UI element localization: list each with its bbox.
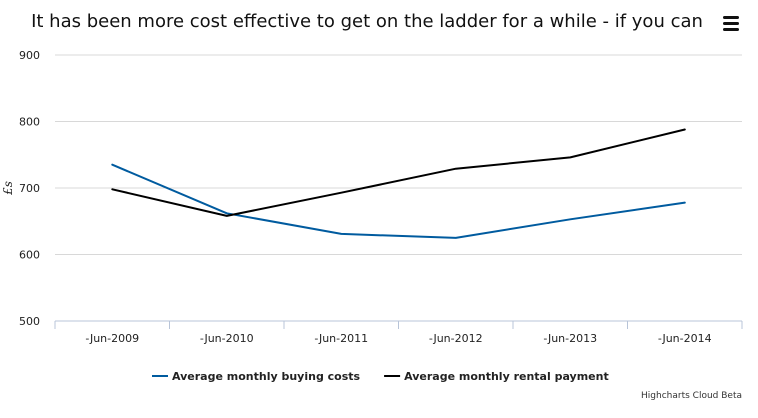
data-point[interactable] [452,234,460,242]
grid-lines [55,54,742,322]
data-point[interactable] [337,230,345,238]
data-point[interactable] [566,215,574,223]
data-point[interactable] [337,189,345,197]
y-tick-label: 500 [19,315,40,328]
y-axis-label: £s [1,181,15,196]
x-tick-label: -Jun-2009 [85,332,139,345]
data-point[interactable] [223,212,231,220]
data-point[interactable] [108,161,116,169]
context-menu-button[interactable] [716,10,746,36]
data-point[interactable] [566,153,574,161]
y-axis-ticks: 900 800 700 600 500 [19,49,40,328]
credits-link[interactable]: Highcharts Cloud Beta [641,391,742,401]
chart-title: It has been more cost effective to get o… [31,11,703,32]
data-point[interactable] [681,199,689,207]
x-tick-label: -Jun-2013 [543,332,597,345]
y-tick-label: 800 [19,116,40,129]
x-axis: -Jun-2009 -Jun-2010 -Jun-2011 -Jun-2012 -Jun… [54,320,743,345]
y-tick-label: 900 [19,49,40,62]
y-tick-label: 600 [19,249,40,262]
series-line-0[interactable] [111,163,686,239]
x-tick-label: -Jun-2011 [314,332,368,345]
data-point[interactable] [681,125,689,133]
x-tick-label: -Jun-2012 [429,332,483,345]
legend: Average monthly buying costs Average mont… [152,370,609,383]
series-line-1[interactable] [111,128,686,217]
y-tick-label: 700 [19,182,40,195]
legend-item[interactable]: Average monthly buying costs [152,370,361,383]
x-tick-label: -Jun-2010 [200,332,254,345]
legend-label: Average monthly rental payment [404,370,609,383]
legend-item[interactable]: Average monthly rental payment [384,370,609,383]
hamburger-menu-icon [723,16,739,31]
series-layer [108,125,689,242]
data-point[interactable] [108,185,116,193]
legend-label: Average monthly buying costs [172,370,361,383]
data-point[interactable] [452,165,460,173]
x-tick-label: -Jun-2014 [658,332,712,345]
